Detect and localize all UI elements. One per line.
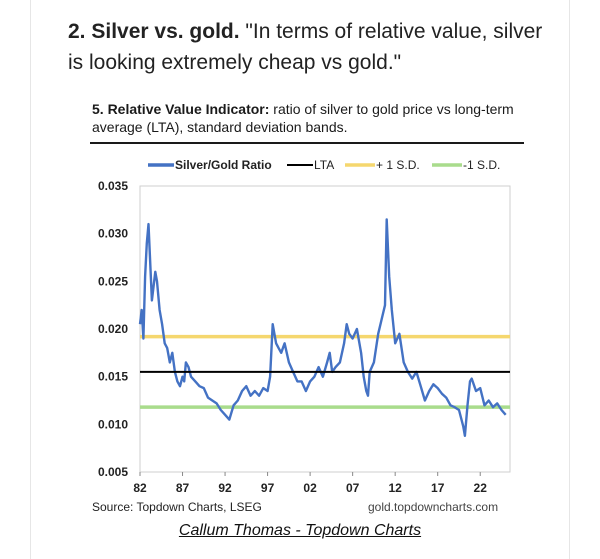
headline: 2. Silver vs. gold. "In terms of relativ… xyxy=(68,16,548,78)
legend-plus-sd-label: + 1 S.D. xyxy=(376,158,420,172)
y-tick-label: 0.025 xyxy=(98,274,128,288)
page-border-left xyxy=(30,0,31,559)
headline-bold: 2. Silver vs. gold. xyxy=(68,20,240,43)
relative-value-chart: 0.005 0.010 0.015 0.020 0.025 0.030 0.035 82 87 9… xyxy=(98,158,511,495)
x-tick-label: 87 xyxy=(176,481,190,495)
y-tick-label: 0.035 xyxy=(98,179,128,193)
source-note: Source: Topdown Charts, LSEG xyxy=(92,500,262,514)
x-tick-label: 82 xyxy=(133,481,147,495)
y-tick-label: 0.015 xyxy=(98,370,128,384)
chart-title-rest: ratio of silver to gold price vs long-te… xyxy=(92,101,514,135)
chart-title: 5. Relative Value Indicator: ratio of si… xyxy=(92,100,532,136)
plot-frame xyxy=(139,185,511,473)
x-tick-label: 12 xyxy=(388,481,402,495)
title-rule xyxy=(90,142,524,144)
x-tick-label: 92 xyxy=(218,481,232,495)
y-tick-label: 0.020 xyxy=(98,322,128,336)
x-tick-label: 07 xyxy=(346,481,360,495)
x-tick-label: 17 xyxy=(431,481,445,495)
y-tick-label: 0.030 xyxy=(98,227,128,241)
legend-ratio-label: Silver/Gold Ratio xyxy=(175,158,272,172)
credit-link[interactable]: Callum Thomas - Topdown Charts xyxy=(178,522,422,539)
x-tick-label: 97 xyxy=(261,481,275,495)
y-tick-label: 0.005 xyxy=(98,465,128,479)
headline-quote: "In terms of relative value, silver is l… xyxy=(68,20,543,74)
chart-title-bold: 5. Relative Value Indicator: xyxy=(92,101,270,117)
y-tick-label: 0.010 xyxy=(98,417,128,431)
site-url: gold.topdowncharts.com xyxy=(368,500,499,514)
x-tick-label: 02 xyxy=(303,481,317,495)
x-tick-label: 22 xyxy=(474,481,488,495)
legend-minus-sd-label: -1 S.D. xyxy=(463,158,500,172)
page-border-right xyxy=(569,0,570,559)
legend-lta-label: LTA xyxy=(314,158,334,172)
silver-gold-ratio-line xyxy=(138,218,507,437)
